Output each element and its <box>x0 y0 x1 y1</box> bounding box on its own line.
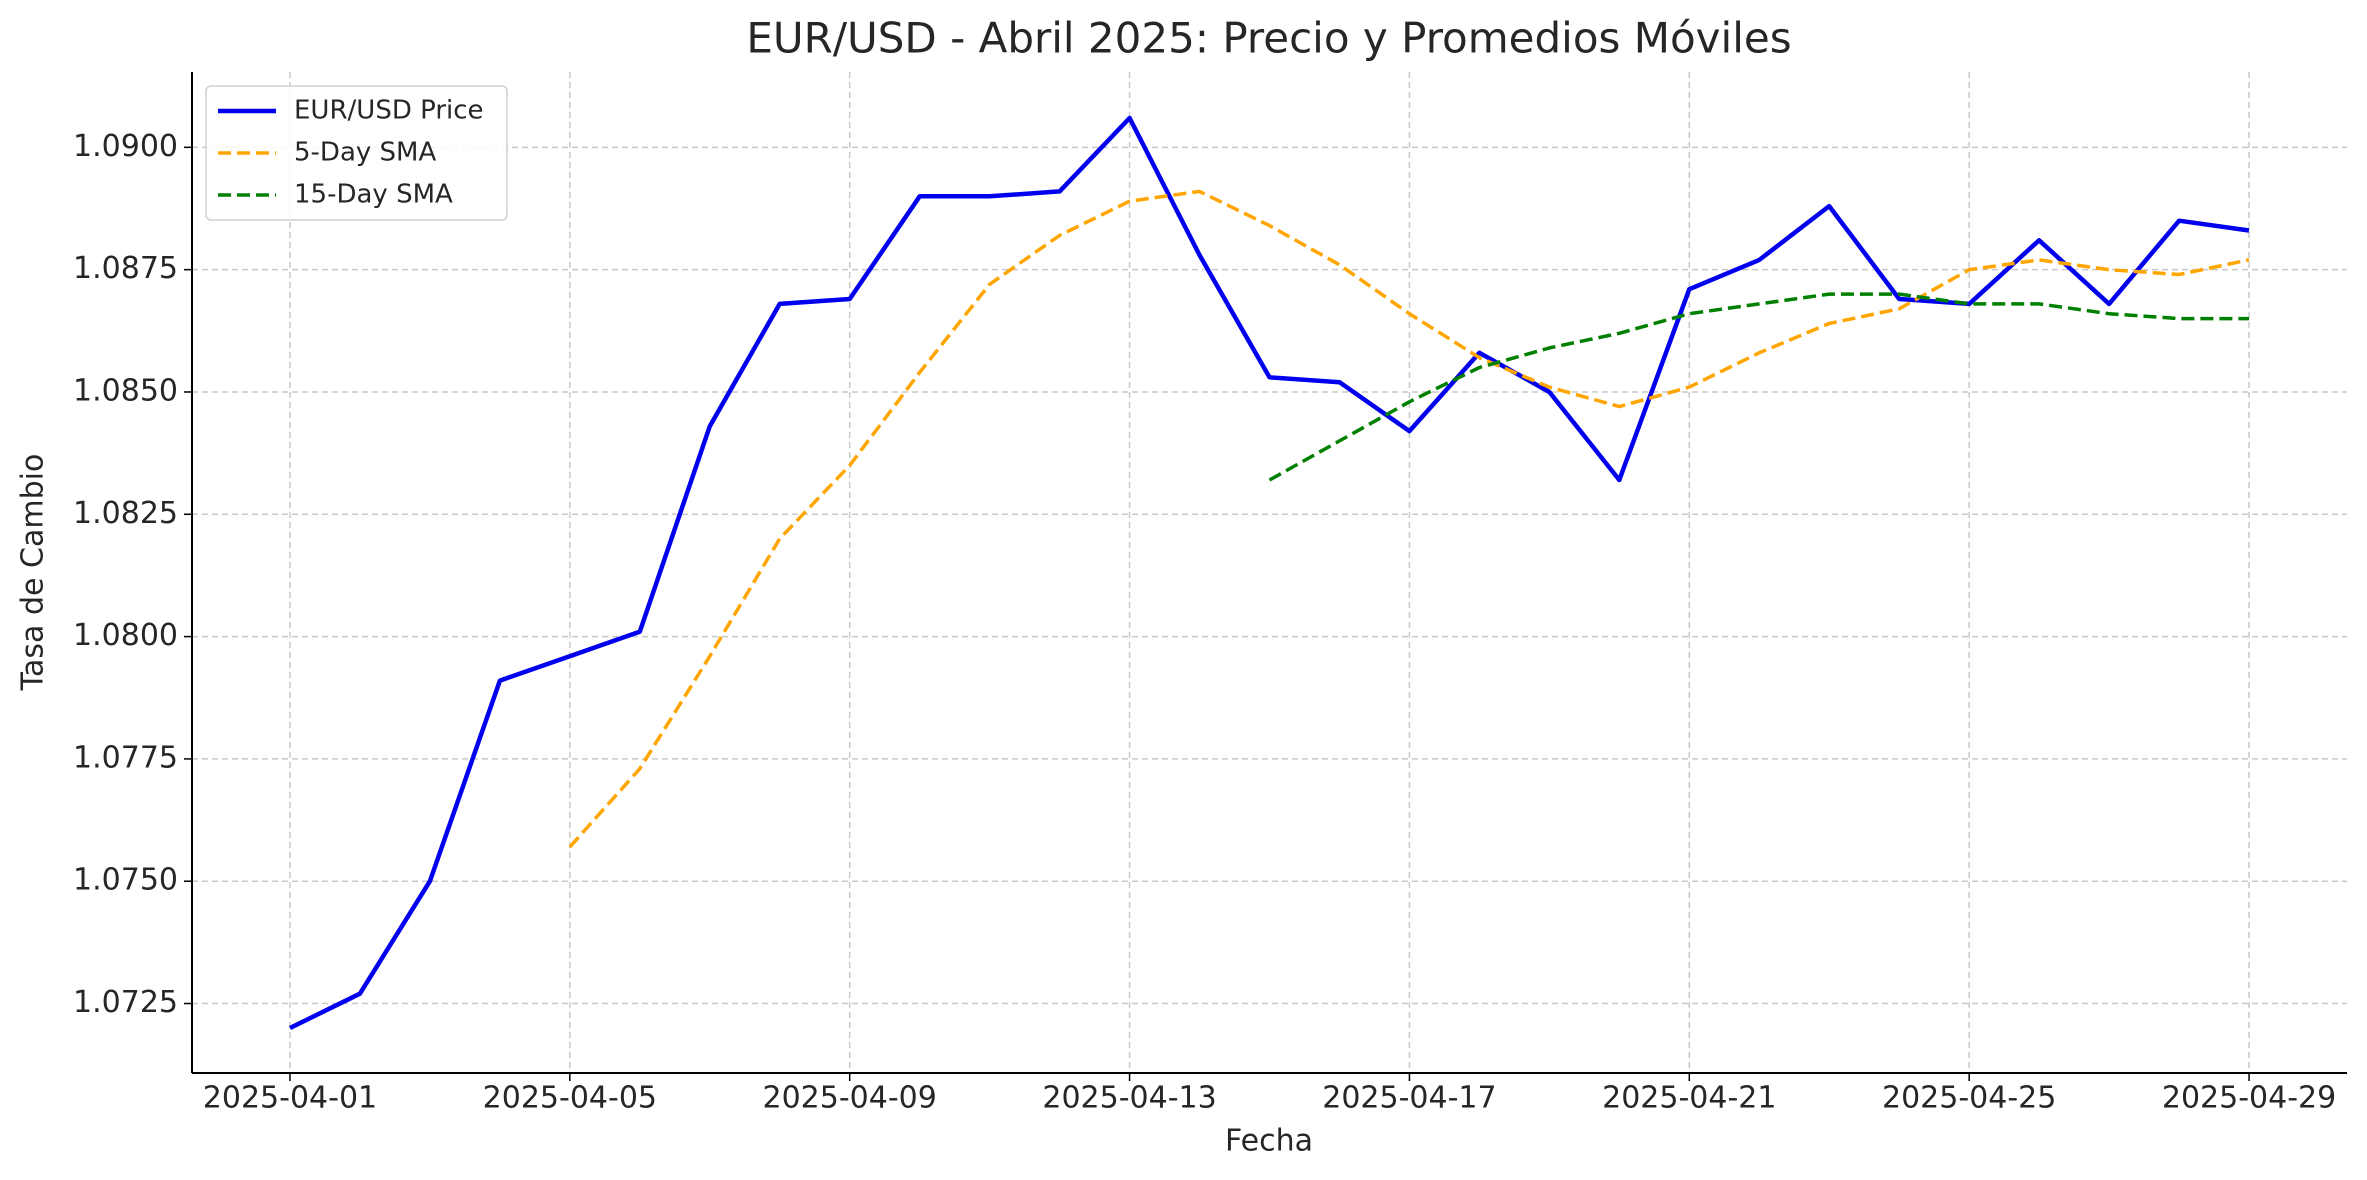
y-tick-label: 1.0800 <box>73 618 178 653</box>
y-tick-label: 1.0900 <box>73 129 178 164</box>
legend-label: EUR/USD Price <box>294 96 484 126</box>
x-axis-label: Fecha <box>1225 1124 1313 1159</box>
chart-title: EUR/USD - Abril 2025: Precio y Promedios… <box>746 14 1791 63</box>
x-tick-label: 2025-04-05 <box>483 1081 657 1116</box>
y-tick-label: 1.0725 <box>73 985 178 1020</box>
x-tick-label: 2025-04-21 <box>1602 1081 1776 1116</box>
series-line <box>289 115 2250 1031</box>
y-tick-label: 1.0750 <box>73 863 178 898</box>
legend-box <box>205 85 508 221</box>
y-tick-label: 1.0850 <box>73 373 178 408</box>
x-tick-label: 2025-04-13 <box>1042 1081 1216 1116</box>
x-tick-label: 2025-04-09 <box>763 1081 937 1116</box>
series-line <box>568 189 2250 849</box>
x-tick-label: 2025-04-17 <box>1322 1081 1496 1116</box>
legend-label: 5-Day SMA <box>294 138 436 168</box>
x-tick-label: 2025-04-29 <box>2162 1081 2336 1116</box>
series-line <box>1268 292 2249 482</box>
y-tick-label: 1.0825 <box>73 496 178 531</box>
x-tick-label: 2025-04-25 <box>1882 1081 2056 1116</box>
y-tick-label: 1.0775 <box>73 740 178 775</box>
legend-label: 15-Day SMA <box>294 180 453 210</box>
y-axis-label: Tasa de Cambio <box>16 454 51 692</box>
legend: EUR/USD Price 5-Day SMA 15-Day SMA <box>205 85 508 221</box>
y-tick-label: 1.0875 <box>73 251 178 286</box>
x-tick-label: 2025-04-01 <box>203 1081 377 1116</box>
